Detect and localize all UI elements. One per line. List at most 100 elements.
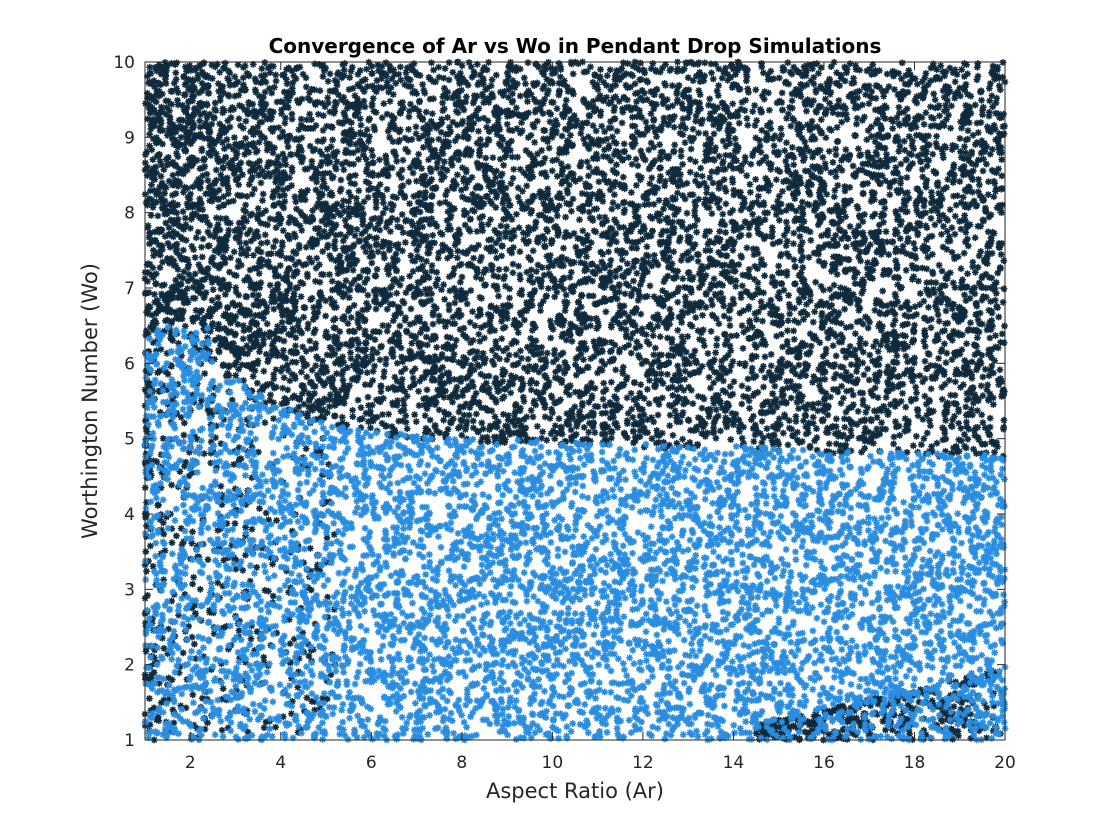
scatter-point-dark — [613, 67, 620, 74]
scatter-point-dark — [169, 191, 176, 199]
scatter-point-dark — [270, 168, 278, 176]
scatter-point-dark — [314, 137, 322, 145]
scatter-point-dark — [754, 388, 762, 396]
scatter-point-dark — [814, 212, 822, 220]
scatter-point-dark — [881, 144, 889, 152]
scatter-point-dark — [596, 188, 604, 196]
scatter-point-dark — [156, 264, 164, 272]
scatter-point-dark — [927, 77, 935, 85]
scatter-point-dark — [464, 373, 472, 381]
scatter-point-dark — [782, 157, 790, 165]
scatter-point-dark — [858, 448, 865, 456]
scatter-point-dark — [205, 242, 213, 250]
scatter-point-dark — [180, 188, 187, 196]
scatter-point-dark — [562, 291, 570, 299]
scatter-point-dark — [559, 349, 567, 357]
scatter-point-dark — [754, 229, 762, 237]
scatter-point-dark — [567, 268, 575, 276]
scatter-point-dark — [907, 373, 915, 381]
scatter-point-dark — [777, 279, 785, 287]
scatter-point-dark — [458, 273, 466, 281]
scatter-point-dark — [466, 367, 474, 375]
scatter-point-dark — [160, 166, 168, 174]
scatter-point-dark — [817, 282, 825, 290]
scatter-point-dark — [675, 237, 683, 245]
scatter-point-dark — [508, 98, 516, 106]
scatter-point-dark — [800, 315, 807, 323]
scatter-point-dark — [695, 251, 702, 259]
scatter-point-dark — [172, 128, 180, 136]
scatter-point-dark — [964, 127, 972, 135]
scatter-point-dark — [416, 189, 424, 197]
scatter-point-dark — [975, 188, 982, 196]
scatter-point-dark — [815, 365, 823, 373]
scatter-point-dark — [235, 257, 242, 265]
scatter-point-dark — [729, 206, 737, 214]
scatter-point-dark — [815, 399, 822, 407]
scatter-point-dark — [335, 119, 343, 126]
scatter-point-dark — [316, 87, 324, 95]
scatter-point-dark — [721, 341, 729, 348]
scatter-point-dark — [832, 352, 840, 360]
scatter-point-dark — [355, 187, 363, 195]
scatter-point-dark — [568, 410, 576, 418]
scatter-point-dark — [740, 423, 747, 431]
scatter-point-dark — [707, 110, 714, 117]
scatter-point-dark — [914, 152, 922, 160]
scatter-point-dark — [945, 376, 953, 384]
scatter-point-dark — [716, 122, 724, 129]
scatter-point-dark — [385, 88, 393, 96]
scatter-point-dark — [553, 429, 561, 437]
scatter-point-dark — [783, 250, 791, 257]
scatter-point-dark — [663, 96, 671, 103]
scatter-point-dark — [681, 139, 689, 147]
scatter-point-dark — [682, 124, 689, 132]
scatter-point-dark — [623, 96, 631, 104]
scatter-point-dark — [674, 298, 682, 306]
scatter-point-dark — [547, 430, 555, 438]
scatter-point-dark — [908, 141, 916, 149]
scatter-point-dark — [600, 152, 607, 160]
scatter-point-dark — [840, 394, 847, 402]
scatter-point-dark — [406, 284, 414, 292]
scatter-point-dark — [362, 236, 370, 244]
scatter-point-dark — [565, 107, 573, 115]
scatter-point-dark — [162, 97, 170, 105]
scatter-point-dark — [482, 154, 490, 162]
scatter-point-dark — [643, 251, 650, 259]
scatter-point-dark — [677, 256, 685, 264]
scatter-point-dark — [533, 379, 540, 387]
scatter-point-dark — [257, 72, 265, 80]
scatter-point-dark — [359, 151, 367, 159]
scatter-point-dark — [184, 203, 192, 211]
scatter-point-dark — [491, 413, 499, 421]
scatter-point-dark — [502, 265, 510, 273]
scatter-point-dark — [911, 114, 919, 122]
scatter-point-dark — [784, 384, 791, 392]
scatter-point-dark — [628, 405, 636, 413]
scatter-point-dark — [312, 362, 320, 370]
scatter-point-dark — [226, 123, 234, 131]
scatter-point-dark — [386, 62, 394, 70]
scatter-point-dark — [928, 188, 935, 196]
scatter-point-dark — [543, 436, 551, 444]
scatter-point-dark — [247, 320, 255, 327]
scatter-point-dark — [445, 76, 453, 84]
scatter-point-dark — [709, 395, 717, 402]
scatter-point-dark — [771, 132, 779, 140]
scatter-point-dark — [548, 405, 555, 413]
scatter-point-dark — [842, 146, 850, 154]
scatter-point-dark — [364, 393, 372, 401]
scatter-point-dark — [964, 270, 971, 278]
scatter-point-dark — [152, 237, 160, 245]
scatter-point-dark — [365, 402, 373, 409]
scatter-point-dark — [838, 118, 845, 126]
scatter-point-dark — [492, 204, 500, 211]
scatter-point-dark — [511, 414, 518, 422]
scatter-points — [141, 58, 1009, 744]
scatter-point-dark — [991, 296, 999, 304]
scatter-point-dark — [354, 319, 362, 327]
scatter-point-dark — [416, 377, 424, 385]
scatter-point-dark — [805, 253, 813, 261]
scatter-point-dark — [196, 117, 204, 125]
